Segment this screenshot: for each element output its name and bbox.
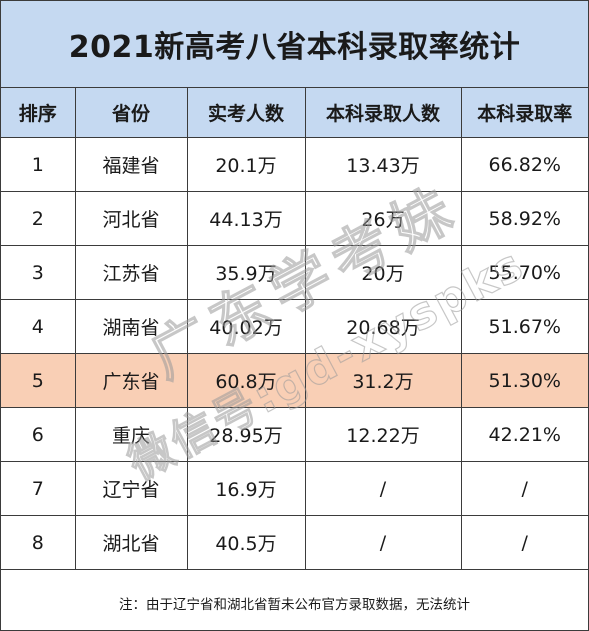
table-row: 2 河北省 44.13万 26万 58.92% xyxy=(1,191,588,246)
cell-province: 重庆 xyxy=(74,407,188,462)
cell-examinees: 16.9万 xyxy=(186,461,306,516)
cell-admission-rate: 42.21% xyxy=(460,407,588,462)
cell-rank: 7 xyxy=(1,461,76,516)
cell-rank: 6 xyxy=(1,407,76,462)
cell-admitted: 20万 xyxy=(304,245,462,300)
document-title: 2021新高考八省本科录取率统计 xyxy=(1,1,588,88)
cell-admitted: 12.22万 xyxy=(304,407,462,462)
cell-rank: 2 xyxy=(1,191,76,246)
cell-examinees: 20.1万 xyxy=(186,137,306,192)
admission-rate-table: 排序 省份 实考人数 本科录取人数 本科录取率 1 福建省 20.1万 13.4… xyxy=(1,88,588,570)
cell-admitted: 31.2万 xyxy=(304,353,462,408)
table-row: 1 福建省 20.1万 13.43万 66.82% xyxy=(1,137,588,192)
cell-admitted: / xyxy=(304,515,462,570)
cell-admission-rate: 51.67% xyxy=(460,299,588,354)
cell-examinees: 40.02万 xyxy=(186,299,306,354)
cell-rank: 4 xyxy=(1,299,76,354)
header-admitted: 本科录取人数 xyxy=(304,88,462,138)
table-row: 8 湖北省 40.5万 / / xyxy=(1,515,588,570)
cell-examinees: 28.95万 xyxy=(186,407,306,462)
cell-province: 河北省 xyxy=(74,191,188,246)
cell-province: 湖南省 xyxy=(74,299,188,354)
cell-rank: 8 xyxy=(1,515,76,570)
cell-admitted: 13.43万 xyxy=(304,137,462,192)
footnote: 注：由于辽宁省和湖北省暂未公布官方录取数据，无法统计 xyxy=(119,597,470,613)
cell-examinees: 40.5万 xyxy=(186,515,306,570)
cell-rank: 3 xyxy=(1,245,76,300)
table-row: 6 重庆 28.95万 12.22万 42.21% xyxy=(1,407,588,462)
cell-province: 辽宁省 xyxy=(74,461,188,516)
cell-examinees: 60.8万 xyxy=(186,353,306,408)
table-row: 4 湖南省 40.02万 20.68万 51.67% xyxy=(1,299,588,354)
cell-admitted: 20.68万 xyxy=(304,299,462,354)
table-row: 7 辽宁省 16.9万 / / xyxy=(1,461,588,516)
header-examinees: 实考人数 xyxy=(186,88,306,138)
cell-rank: 5 xyxy=(1,353,76,408)
header-province: 省份 xyxy=(74,88,188,138)
cell-province: 江苏省 xyxy=(74,245,188,300)
cell-rank: 1 xyxy=(1,137,76,192)
cell-admission-rate: / xyxy=(460,515,588,570)
cell-province: 福建省 xyxy=(74,137,188,192)
cell-admitted: / xyxy=(304,461,462,516)
cell-admission-rate: 66.82% xyxy=(460,137,588,192)
cell-examinees: 35.9万 xyxy=(186,245,306,300)
cell-admission-rate: / xyxy=(460,461,588,516)
cell-admission-rate: 58.92% xyxy=(460,191,588,246)
table-row: 3 江苏省 35.9万 20万 55.70% xyxy=(1,245,588,300)
table-row-highlighted: 5 广东省 60.8万 31.2万 51.30% xyxy=(1,353,588,408)
cell-admission-rate: 51.30% xyxy=(460,353,588,408)
header-rank: 排序 xyxy=(1,88,76,138)
table-header-row: 排序 省份 实考人数 本科录取人数 本科录取率 xyxy=(1,88,588,138)
cell-admission-rate: 55.70% xyxy=(460,245,588,300)
cell-province: 广东省 xyxy=(74,353,188,408)
cell-examinees: 44.13万 xyxy=(186,191,306,246)
cell-province: 湖北省 xyxy=(74,515,188,570)
header-admission-rate: 本科录取率 xyxy=(460,88,588,138)
cell-admitted: 26万 xyxy=(304,191,462,246)
